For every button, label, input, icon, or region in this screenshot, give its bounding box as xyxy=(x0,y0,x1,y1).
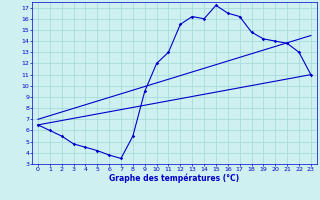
X-axis label: Graphe des températures (°C): Graphe des températures (°C) xyxy=(109,173,239,183)
